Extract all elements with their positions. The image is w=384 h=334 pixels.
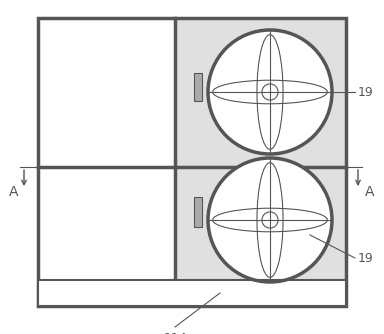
Bar [194, 73, 202, 101]
Bar [175, 167, 346, 280]
Circle shape [208, 158, 332, 282]
Text: A: A [9, 185, 19, 199]
Bar [194, 197, 202, 227]
Text: 114: 114 [163, 332, 187, 334]
Text: 19: 19 [358, 252, 374, 265]
Bar [38, 280, 346, 306]
Circle shape [208, 30, 332, 154]
Bar [175, 18, 346, 167]
Text: 19: 19 [358, 86, 374, 99]
Bar [38, 18, 346, 306]
Text: A: A [365, 185, 375, 199]
